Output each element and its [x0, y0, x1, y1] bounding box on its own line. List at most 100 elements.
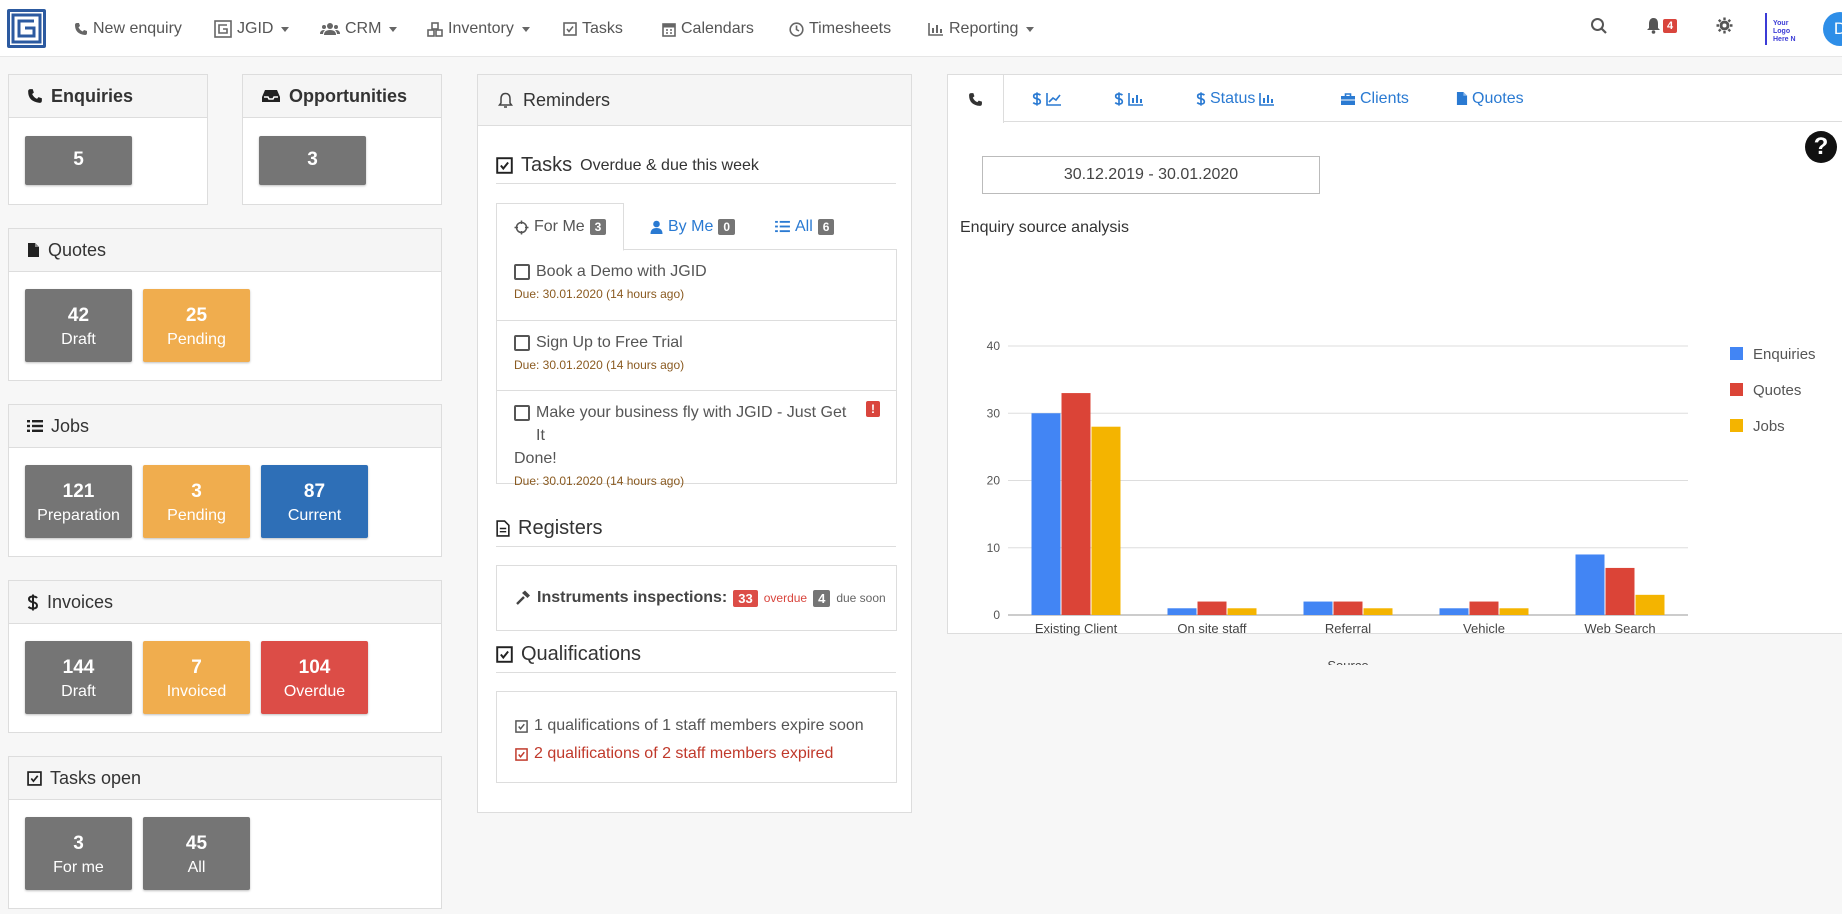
task-checkbox[interactable] [514, 335, 530, 351]
quotes-pending-tile[interactable]: 25 Pending [143, 289, 250, 362]
nav-new-enquiry[interactable]: New enquiry [74, 17, 182, 41]
tile-label: Current [287, 507, 342, 524]
tab-by-me[interactable]: By Me 0 [633, 203, 752, 250]
tab-label: For Me [534, 218, 585, 235]
tile-value: 3 [307, 149, 318, 170]
panel-header: Opportunities [243, 75, 441, 118]
quotes-draft-tile[interactable]: 42 Draft [25, 289, 132, 362]
jobs-current-tile[interactable]: 87 Current [261, 465, 368, 538]
register-label: Instruments inspections: [537, 589, 728, 606]
overdue-label: overdue [763, 591, 808, 605]
chart-bar [1469, 601, 1499, 615]
dollar-icon [1196, 91, 1206, 106]
check-square-icon [496, 157, 513, 174]
tab-all[interactable]: All 6 [758, 203, 851, 250]
file-text-icon [496, 520, 510, 537]
registers-item[interactable]: Instruments inspections: 33 overdue 4 du… [496, 565, 897, 631]
tile-label: Pending [167, 331, 226, 348]
tile-value: 42 [67, 305, 90, 326]
task-title: Book a Demo with JGID [536, 263, 707, 280]
nav-label: Inventory [448, 20, 514, 37]
tab-dollar-bar[interactable] [1090, 75, 1168, 122]
chart-bar [1091, 426, 1121, 615]
quotes-panel: Quotes 42 Draft 25 Pending [8, 228, 442, 381]
invoices-overdue-tile[interactable]: 104 Overdue [261, 641, 368, 714]
tile-value: 5 [73, 149, 84, 170]
phone-icon [75, 23, 87, 35]
tab-count-badge: 0 [718, 218, 736, 235]
jobs-preparation-tile[interactable]: 121 Preparation [25, 465, 132, 538]
date-range-input[interactable]: 30.12.2019 - 30.01.2020 [982, 156, 1320, 194]
chevron-down-icon [389, 26, 398, 32]
help-button[interactable]: ? [1805, 131, 1837, 163]
panel-header: Quotes [9, 229, 441, 272]
notifications-button[interactable]: 4 [1646, 17, 1678, 34]
tasks-all-tile[interactable]: 45 All [143, 817, 250, 890]
tab-status[interactable]: Status [1172, 75, 1299, 122]
search-button[interactable] [1590, 17, 1608, 35]
chart-bar [1197, 601, 1227, 615]
nav-calendars[interactable]: Calendars [662, 17, 754, 41]
tab-quotes[interactable]: Quotes [1432, 75, 1548, 122]
bar-chart-icon [1128, 92, 1143, 106]
nav-reporting[interactable]: Reporting [928, 17, 1035, 41]
check-square-icon [27, 770, 42, 786]
user-avatar[interactable]: D [1823, 12, 1842, 46]
tab-count-badge: 3 [589, 219, 607, 235]
tile-label: Draft [61, 331, 96, 348]
chart-bar [1061, 393, 1091, 615]
nav-label: JGID [237, 20, 274, 37]
nav-jgid[interactable]: JGID [214, 17, 290, 41]
task-item[interactable]: Book a Demo with JGID Due: 30.01.2020 (1… [497, 250, 896, 320]
opportunities-count-tile[interactable]: 3 [259, 136, 366, 185]
chart-bar [1575, 554, 1605, 615]
qualification-text: 2 qualifications of 2 staff members expi… [534, 745, 834, 762]
jobs-pending-tile[interactable]: 3 Pending [143, 465, 250, 538]
qualification-expire-soon[interactable]: 1 qualifications of 1 staff members expi… [515, 714, 896, 738]
enquiries-count-tile[interactable]: 5 [25, 136, 132, 185]
gear-icon [1716, 17, 1733, 34]
tasks-open-panel: Tasks open 3 For me 45 All [8, 756, 442, 909]
tile-label: Draft [61, 683, 96, 700]
invoices-invoiced-tile[interactable]: 7 Invoiced [143, 641, 250, 714]
legend-label: Quotes [1753, 382, 1801, 399]
tab-enquiries-phone[interactable] [948, 75, 1004, 123]
chart-bar [1031, 413, 1061, 615]
app-logo[interactable] [7, 9, 46, 48]
tasks-for-me-tile[interactable]: 3 For me [25, 817, 132, 890]
tab-dollar-line[interactable] [1008, 75, 1086, 122]
tile-value: 25 [185, 305, 208, 326]
task-item[interactable]: Sign Up to Free Trial Due: 30.01.2020 (1… [497, 320, 896, 390]
chart-bar [1363, 608, 1393, 615]
x-axis-label: Source [1327, 658, 1368, 665]
tile-value: 87 [303, 481, 326, 502]
panel-title: Quotes [48, 239, 107, 260]
company-brand-logo[interactable]: Your Logo Here N [1765, 13, 1797, 45]
settings-button[interactable] [1716, 17, 1733, 34]
nav-timesheets[interactable]: Timesheets [789, 17, 891, 41]
panel-header: Invoices [9, 581, 441, 624]
tab-for-me[interactable]: For Me 3 [496, 203, 625, 251]
tile-label: Preparation [37, 507, 120, 524]
tasks-subheading: Overdue & due this week [580, 156, 759, 174]
task-checkbox[interactable] [514, 264, 530, 280]
phone-icon [969, 92, 982, 106]
tile-label: All [187, 859, 206, 876]
inbox-icon [262, 90, 280, 102]
task-checkbox[interactable] [514, 405, 530, 421]
task-item[interactable]: Make your business fly with JGID - Just … [497, 390, 896, 488]
tile-value: 144 [62, 657, 95, 678]
opportunities-panel: Opportunities 3 [242, 74, 442, 205]
chart-bar [1333, 601, 1363, 615]
nav-tasks[interactable]: Tasks [563, 17, 623, 41]
nav-crm[interactable]: CRM [320, 17, 398, 41]
chart-bar [1303, 601, 1333, 615]
logo-icon [11, 13, 42, 44]
tab-clients[interactable]: Clients [1316, 75, 1433, 122]
users-icon [320, 23, 340, 35]
tile-value: 3 [191, 481, 202, 502]
list-icon [27, 420, 43, 432]
invoices-draft-tile[interactable]: 144 Draft [25, 641, 132, 714]
qualification-expired[interactable]: 2 qualifications of 2 staff members expi… [515, 742, 896, 766]
nav-inventory[interactable]: Inventory [427, 17, 530, 41]
